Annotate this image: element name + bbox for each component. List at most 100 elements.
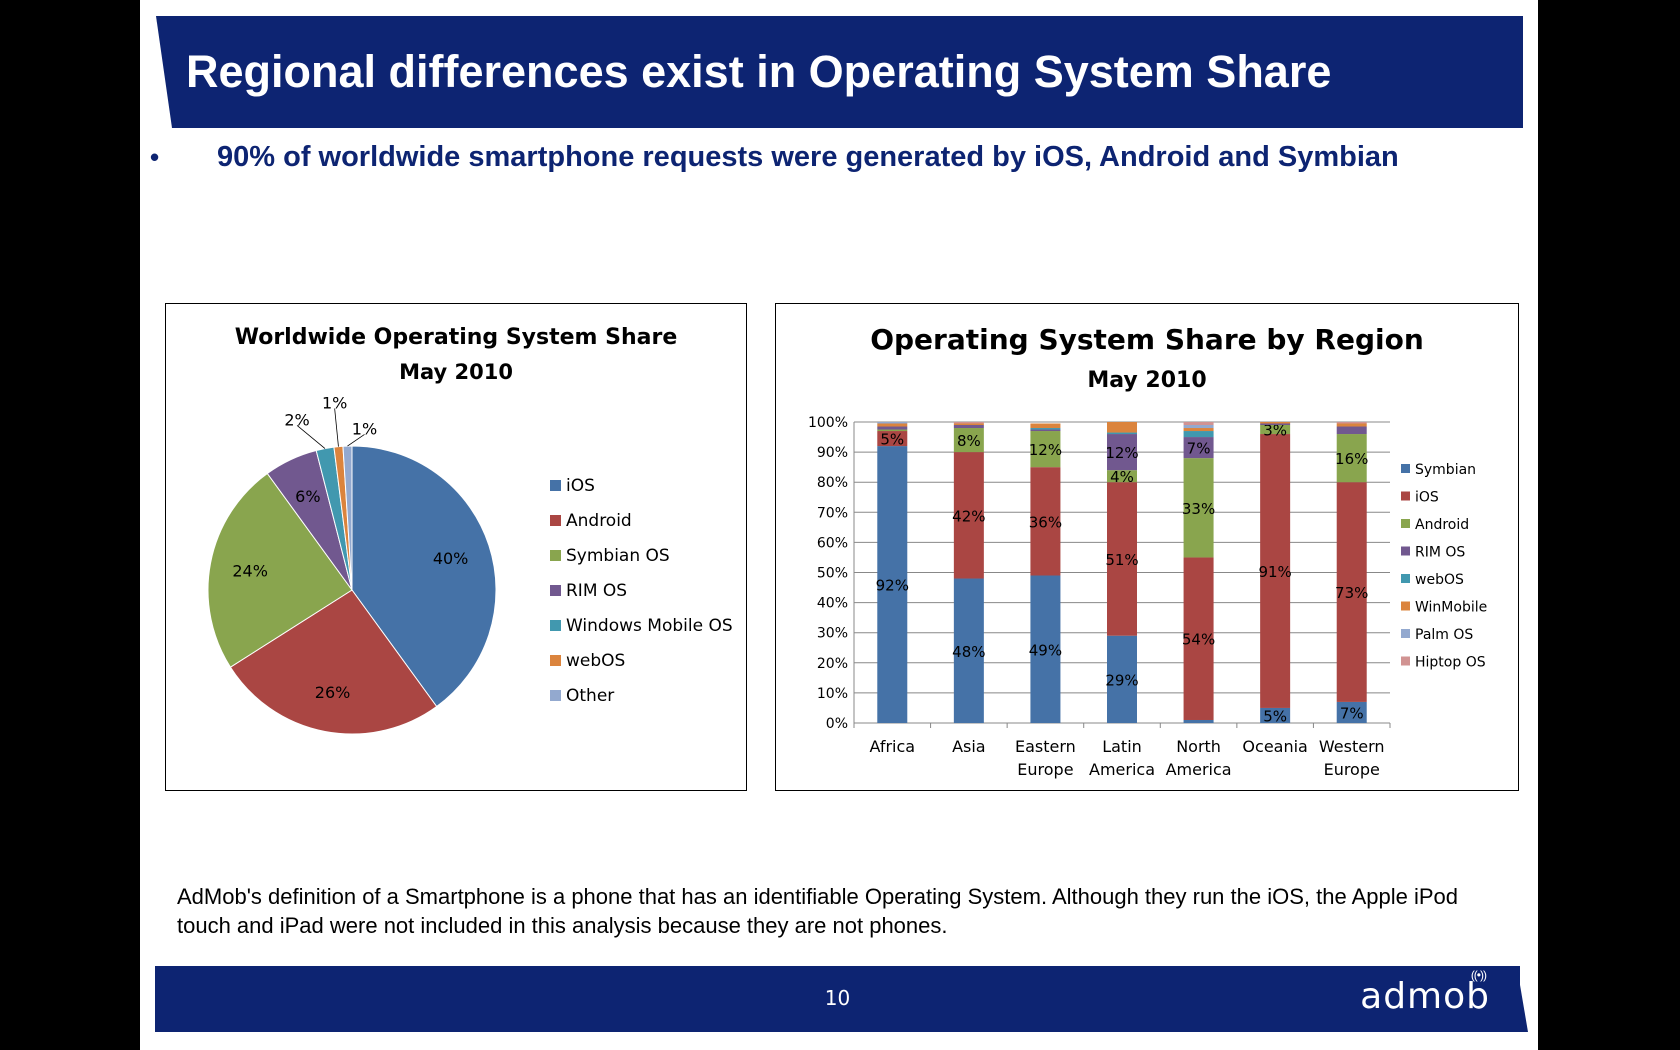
bar-data-label: 5% [880, 431, 904, 449]
bar-legend-swatch [1401, 629, 1410, 638]
bar-data-label: 51% [1105, 551, 1138, 569]
title-bar: Regional differences exist in Operating … [156, 16, 1523, 128]
bar-segment-rim-os [1107, 434, 1137, 471]
bar-category-label: Asia [952, 737, 986, 756]
pie-chart-title: Worldwide Operating System Share [235, 325, 678, 350]
bar-legend-swatch [1401, 491, 1410, 501]
bar-data-label: 54% [1182, 631, 1215, 649]
bar-legend-swatch [1401, 574, 1410, 583]
bar-y-tick-label: 50% [817, 566, 848, 582]
bar-y-tick-label: 40% [817, 596, 848, 612]
bar-segment-android [1336, 434, 1367, 483]
bar-category-label: Eastern [1015, 737, 1076, 756]
pie-value-label: 24% [232, 562, 268, 581]
bar-data-label: 5% [1263, 707, 1287, 725]
bar-segment-ios [1107, 482, 1137, 636]
bar-segment-symbian [1260, 707, 1291, 723]
bar-category-label: America [1089, 760, 1155, 779]
pie-chart-subtitle: May 2010 [399, 360, 513, 384]
pie-slice-other [342, 445, 353, 591]
bar-data-label: 7% [1187, 440, 1211, 458]
pie-leader-line [334, 408, 339, 447]
bar-segment-hiptop-os [953, 422, 984, 424]
bar-category-label: North [1176, 737, 1221, 756]
bar-legend-swatch [1401, 601, 1410, 611]
bar-segment-symbian [1107, 635, 1137, 723]
bar-segment-winmobile [877, 423, 908, 427]
pie-legend-label: Other [566, 686, 614, 706]
bar-segment-android [1260, 425, 1291, 435]
logo-signal-icon: ((•)) [1470, 968, 1487, 982]
bar-legend-label: Symbian [1415, 462, 1476, 478]
pie-slice-android [229, 589, 438, 735]
bar-segment-android [953, 428, 984, 453]
bar-data-label: 92% [876, 577, 909, 595]
bar-segment-winmobile [953, 423, 984, 426]
pie-legend-swatch [550, 690, 561, 701]
bar-data-label: 48% [952, 643, 985, 661]
bar-segment-winmobile [1107, 422, 1137, 433]
bar-y-tick-label: 20% [817, 656, 848, 672]
bar-segment-symbian [1030, 575, 1061, 723]
bar-segment-ios [1183, 557, 1214, 720]
pie-legend-label: Windows Mobile OS [566, 616, 733, 636]
bar-category-label: Western [1319, 737, 1385, 756]
bar-category-label: America [1166, 760, 1232, 779]
footnote: AdMob's definition of a Smartphone is a … [177, 884, 1459, 938]
pie-legend-swatch [550, 655, 561, 666]
bar-y-tick-label: 30% [817, 626, 848, 642]
bar-data-label: 4% [1110, 468, 1134, 486]
bar-data-label: 3% [1263, 422, 1287, 440]
bar-data-label: 12% [1105, 444, 1138, 462]
slide-title: Regional differences exist in Operating … [186, 46, 1332, 97]
bar-data-label: 29% [1105, 671, 1138, 689]
bar-legend-swatch [1401, 656, 1410, 666]
footer-bar-edge [1500, 966, 1528, 1032]
bar-category-label: Africa [869, 737, 915, 756]
bar-segment-ios [877, 431, 908, 447]
slide: Regional differences exist in Operating … [140, 0, 1538, 1050]
pie-leader-line [347, 434, 365, 447]
bar-data-label: 33% [1182, 500, 1215, 518]
bar-segment-ios [1260, 434, 1291, 708]
bar-segment-symbian [1336, 701, 1367, 723]
bar-segment-rim-os [877, 426, 908, 430]
bar-segment-android [1107, 470, 1137, 483]
pie-chart: Worldwide Operating System Share May 2010… [207, 325, 733, 735]
bullet-text: 90% of worldwide smartphone requests wer… [217, 141, 1399, 173]
bar-segment-rim-os [1030, 429, 1061, 432]
bar-segment-symbian [877, 446, 908, 723]
pie-value-label: 1% [352, 419, 377, 438]
bar-category-label: Europe [1017, 760, 1073, 779]
bullet-glyph: • [150, 142, 160, 172]
pie-legend-swatch [550, 515, 561, 526]
pie-leader-line [296, 425, 326, 449]
page-number: 10 [824, 986, 851, 1010]
bar-legend-label: Android [1415, 517, 1469, 533]
bar-y-tick-label: 80% [817, 475, 848, 491]
bar-y-tick-label: 70% [817, 505, 848, 521]
bar-segment-palm-os [877, 422, 908, 424]
pie-value-label: 26% [315, 683, 351, 702]
bar-legend-label: Palm OS [1415, 627, 1473, 643]
bar-segment-webos [1183, 431, 1214, 438]
stacked-bar-chart: Operating System Share by Region May 2010… [808, 323, 1487, 779]
bar-segment-symbian [1183, 719, 1214, 723]
pie-value-label: 1% [322, 393, 347, 412]
bar-segment-android [1030, 431, 1061, 468]
bar-y-tick-label: 90% [817, 445, 848, 461]
bar-y-tick-label: 60% [817, 535, 848, 551]
bar-segment-winmobile [1336, 423, 1367, 427]
bar-segment-ios [1336, 482, 1367, 702]
bar-y-tick-label: 0% [826, 716, 848, 732]
pie-legend-swatch [550, 480, 561, 491]
bar-data-label: 36% [1029, 513, 1062, 531]
bar-segment-winmobile [1030, 423, 1061, 429]
bar-segment-android [1183, 458, 1214, 558]
pie-legend-label: RIM OS [566, 581, 627, 601]
bar-data-label: 91% [1258, 563, 1291, 581]
bar-segment-symbian [953, 578, 984, 723]
bar-data-label: 42% [952, 507, 985, 525]
bar-category-label: Oceania [1242, 737, 1307, 756]
bar-legend-label: webOS [1415, 572, 1464, 588]
